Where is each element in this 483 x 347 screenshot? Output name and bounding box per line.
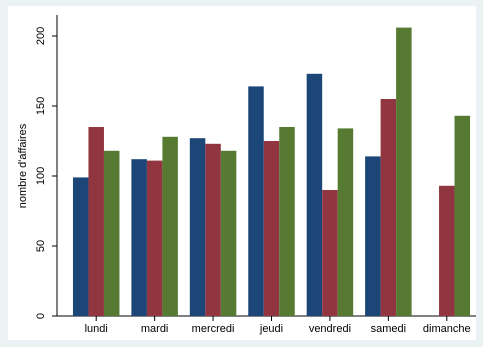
bar-mercredi-series-2 bbox=[205, 143, 221, 316]
bar-mercredi-series-3 bbox=[220, 150, 237, 316]
bar-jeudi-series-1 bbox=[248, 86, 264, 317]
bar-mercredi-series-1 bbox=[189, 138, 206, 316]
bar-jeudi-series-3 bbox=[279, 127, 295, 316]
bar-vendredi-series-2 bbox=[322, 190, 338, 316]
bar-jeudi-series-2 bbox=[263, 141, 280, 316]
bar-dimanche-series-2 bbox=[439, 185, 455, 316]
y-tick-label: 0 bbox=[35, 313, 47, 319]
y-tick-label: 100 bbox=[35, 167, 47, 185]
x-tick-label: lundi bbox=[85, 323, 108, 335]
bar-lundi-series-3 bbox=[103, 150, 120, 316]
x-tick-label: dimanche bbox=[423, 323, 471, 335]
bar-samedi-series-2 bbox=[380, 99, 397, 316]
bar-samedi-series-3 bbox=[396, 27, 412, 316]
x-tick-label: mercredi bbox=[192, 323, 235, 335]
bar-vendredi-series-3 bbox=[337, 128, 354, 316]
x-tick-label: vendredi bbox=[309, 323, 351, 335]
bar-lundi-series-2 bbox=[88, 127, 104, 316]
x-tick-label: mardi bbox=[141, 323, 169, 335]
x-tick-label: jeudi bbox=[259, 323, 283, 335]
bar-samedi-series-1 bbox=[365, 156, 381, 316]
bar-mardi-series-2 bbox=[146, 160, 163, 316]
y-tick-label: 150 bbox=[35, 97, 47, 115]
y-tick-label: 50 bbox=[35, 240, 47, 252]
x-tick-label: samedi bbox=[371, 323, 406, 335]
y-tick-label: 200 bbox=[35, 27, 47, 45]
y-axis-title: nombre d'affaires bbox=[17, 123, 29, 208]
y-axis: 0 50 100 150 200 bbox=[35, 15, 58, 319]
bars bbox=[72, 27, 471, 317]
x-axis: lundi mardi mercredi jeudi vendredi samedi dim… bbox=[57, 315, 476, 335]
bar-vendredi-series-1 bbox=[306, 73, 323, 316]
bar-mardi-series-1 bbox=[131, 159, 147, 316]
bar-mardi-series-3 bbox=[162, 136, 178, 316]
bar-dimanche-series-3 bbox=[454, 115, 471, 316]
bar-lundi-series-1 bbox=[72, 177, 89, 316]
